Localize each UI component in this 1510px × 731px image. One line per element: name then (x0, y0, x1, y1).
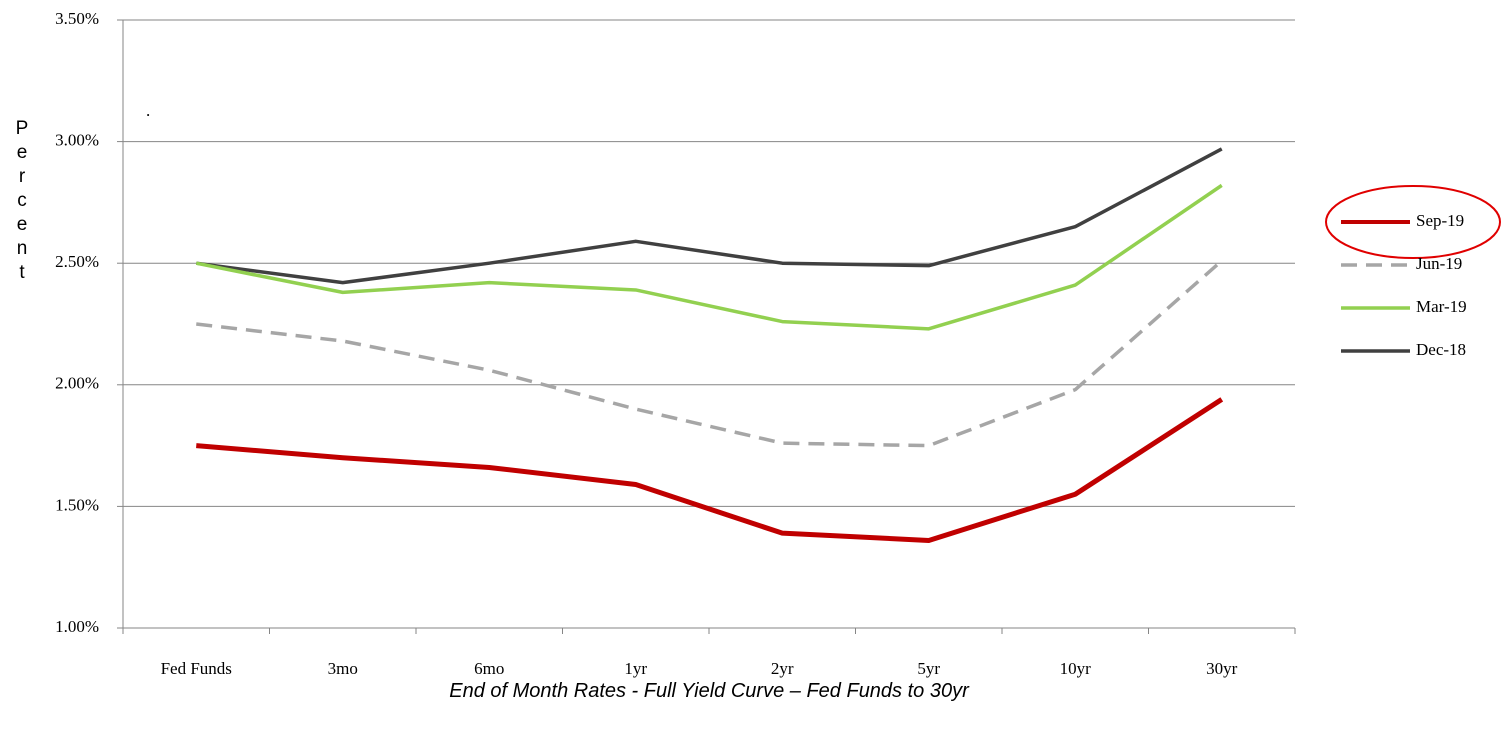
x-tick-label: 10yr (1060, 659, 1092, 678)
y-tick-label: 3.50% (55, 9, 99, 28)
x-tick-label: 2yr (771, 659, 794, 678)
series-line (196, 147, 1223, 285)
y-tick-label: 1.00% (55, 617, 99, 636)
series-line (196, 397, 1224, 543)
legend-label: Sep-19 (1416, 211, 1464, 230)
series-line (196, 259, 1223, 448)
x-tick-label: 5yr (917, 659, 940, 678)
y-tick-label: 2.50% (55, 252, 99, 271)
x-tick-label: 30yr (1206, 659, 1238, 678)
y-tick-label: 2.00% (55, 374, 99, 393)
series-line (195, 183, 1223, 331)
legend-label: Mar-19 (1416, 297, 1467, 316)
highlight-ellipse (1325, 185, 1501, 259)
x-tick-label: 6mo (474, 659, 504, 678)
y-axis-label: Percent (12, 118, 33, 286)
legend-label: Jun-19 (1416, 254, 1462, 273)
x-tick-label: 1yr (624, 659, 647, 678)
y-tick-label: 3.00% (55, 131, 99, 150)
x-tick-label: 3mo (328, 659, 358, 678)
legend-label: Dec-18 (1416, 340, 1466, 359)
y-tick-label: 1.50% (55, 495, 99, 514)
chart-title: End of Month Rates - Full Yield Curve – … (449, 680, 970, 702)
x-tick-label: Fed Funds (161, 659, 232, 678)
annotation: . (146, 101, 150, 120)
